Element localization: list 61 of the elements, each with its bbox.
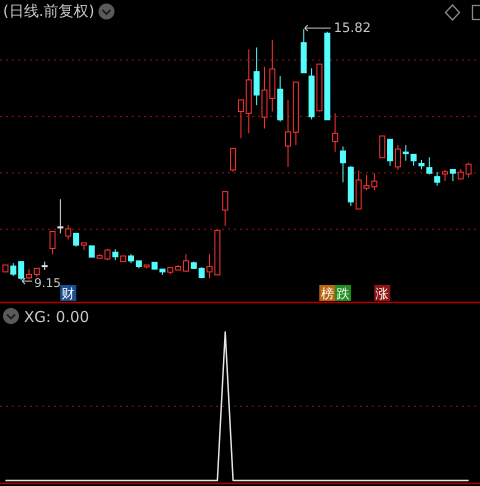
candlestick	[230, 148, 236, 172]
candlestick	[269, 40, 276, 112]
candlestick	[364, 174, 370, 191]
candlestick	[112, 248, 118, 261]
candlestick	[316, 64, 322, 112]
candlestick	[285, 99, 292, 168]
candlestick	[88, 245, 95, 258]
candlestick	[159, 268, 166, 276]
candlestick	[206, 254, 213, 279]
chart-title: (日线.前复权)	[3, 2, 94, 20]
candlestick	[458, 168, 464, 180]
chart-title: XG: 0.00	[24, 308, 90, 326]
candlestick	[332, 112, 338, 152]
candlestick	[324, 31, 330, 120]
candlestick	[434, 172, 440, 186]
candlestick	[450, 168, 456, 182]
candlestick	[120, 256, 126, 262]
candlestick	[73, 232, 80, 248]
candlestick	[144, 264, 150, 269]
candlestick	[308, 68, 315, 120]
candlestick	[80, 242, 87, 250]
candlestick	[152, 262, 158, 270]
candlestick	[442, 169, 448, 182]
annotation: 15.82	[334, 21, 371, 36]
candlestick	[371, 172, 378, 191]
candlestick	[214, 230, 220, 276]
candlestick	[42, 261, 48, 270]
candlestick	[300, 28, 307, 74]
candlestick	[65, 224, 72, 240]
candlestick	[418, 160, 424, 170]
candlestick	[238, 99, 244, 139]
annotation: 9.15	[34, 276, 61, 290]
candlestick	[379, 135, 386, 158]
candlestick	[277, 76, 284, 122]
candlestick	[426, 156, 432, 175]
text: 涨	[376, 287, 389, 302]
candlestick	[50, 231, 56, 255]
candlestick	[222, 191, 228, 226]
candlestick	[136, 260, 142, 269]
candlestick	[356, 170, 362, 210]
candlestick	[246, 48, 252, 134]
candlestick	[57, 198, 64, 234]
candlestick	[254, 47, 260, 106]
text: 跌	[336, 287, 350, 302]
candlestick	[394, 144, 401, 170]
candlestick	[340, 146, 346, 183]
candlestick	[292, 82, 299, 146]
candlestick	[261, 66, 268, 129]
candlestick	[34, 268, 40, 278]
candlestick	[410, 154, 417, 166]
text: 财	[62, 287, 75, 302]
candlestick	[96, 254, 103, 259]
text: 榜	[320, 287, 334, 302]
candlestick	[466, 162, 472, 178]
candlestick	[104, 248, 110, 261]
candlestick	[128, 254, 134, 264]
candlestick	[182, 254, 189, 272]
candlestick	[402, 144, 409, 162]
candlestick	[348, 166, 354, 206]
candlestick	[387, 138, 394, 166]
candlestick	[26, 268, 32, 280]
